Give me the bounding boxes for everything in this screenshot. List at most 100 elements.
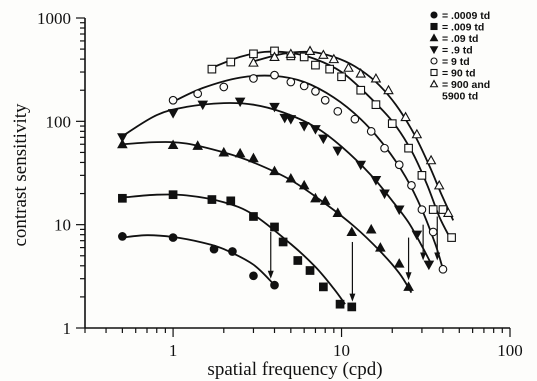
data-point <box>356 85 366 95</box>
data-point <box>411 230 423 241</box>
data-point <box>299 81 309 91</box>
fitted-curve <box>211 50 451 239</box>
legend-label: 5900 td <box>442 91 478 103</box>
data-point <box>298 122 310 132</box>
data-point <box>285 48 297 58</box>
legend-marker <box>430 11 438 19</box>
data-point <box>234 97 246 108</box>
data-point <box>320 95 330 105</box>
data-point <box>365 223 377 234</box>
data-point <box>403 281 414 291</box>
data-point <box>425 154 437 165</box>
data-point <box>118 193 127 203</box>
data-point <box>335 299 345 309</box>
data-point <box>310 192 321 203</box>
data-point <box>423 260 435 271</box>
y-tick-label: 1000 <box>37 9 71 28</box>
data-point <box>328 53 340 64</box>
data-point <box>337 72 346 82</box>
data-point <box>117 138 128 149</box>
data-point <box>249 271 258 281</box>
data-point <box>411 128 423 139</box>
data-point <box>332 146 344 157</box>
legend-marker <box>430 68 438 77</box>
data-point <box>168 190 178 200</box>
data-point <box>167 109 179 119</box>
y-tick-label: 1 <box>63 319 72 338</box>
data-point <box>319 195 331 205</box>
data-point <box>270 70 279 80</box>
data-point <box>207 195 217 204</box>
data-point <box>270 222 279 232</box>
legend-marker <box>429 33 439 42</box>
data-point <box>226 196 236 206</box>
data-point <box>346 226 358 237</box>
legend-marker <box>430 57 438 65</box>
data-point <box>438 205 448 214</box>
data-point <box>118 232 127 241</box>
data-point <box>350 114 360 124</box>
data-point <box>319 282 328 292</box>
x-tick-label: 1 <box>169 341 178 360</box>
data-point <box>387 119 397 128</box>
data-point <box>168 95 178 105</box>
y-tick-label: 100 <box>46 112 72 131</box>
data-point <box>248 57 259 67</box>
data-point <box>347 302 357 312</box>
data-point <box>318 49 329 59</box>
data-point <box>343 62 354 72</box>
axes: 1 10 100 1000 1 10 100 <box>37 9 523 360</box>
data-point <box>285 115 297 125</box>
x-axis-title: spatial frequency (cpd) <box>207 359 382 380</box>
data-point <box>305 266 315 275</box>
data-point <box>355 68 367 78</box>
data-point <box>318 134 329 145</box>
data-point <box>366 126 376 136</box>
fitted-curve <box>121 102 432 265</box>
data-point <box>428 205 438 214</box>
data-point <box>226 57 236 67</box>
data-point <box>333 106 343 116</box>
data-points <box>117 45 456 312</box>
data-point <box>269 51 280 61</box>
data-point <box>209 244 219 254</box>
data-point <box>270 280 279 290</box>
cutoff-arrow-head <box>405 272 412 281</box>
data-point <box>286 77 296 87</box>
data-point <box>304 45 316 55</box>
legend-marker <box>429 79 439 88</box>
cutoff-arrow-head <box>349 293 356 302</box>
data-point <box>447 233 456 242</box>
legend-label: = .009 td <box>442 22 484 34</box>
y-tick-label: 10 <box>54 216 71 235</box>
data-point <box>269 102 280 113</box>
data-point <box>234 147 246 158</box>
data-point <box>248 152 259 163</box>
data-point <box>249 74 258 83</box>
data-point <box>192 140 204 150</box>
data-point <box>428 227 438 237</box>
data-point <box>371 100 381 110</box>
data-point <box>325 64 335 74</box>
data-point <box>249 212 258 221</box>
data-point <box>407 181 416 190</box>
data-point <box>400 111 411 122</box>
data-point <box>218 146 230 157</box>
y-axis-title: contrast sensitivity <box>10 103 31 247</box>
data-point <box>168 233 178 242</box>
data-point <box>417 205 427 214</box>
data-point <box>193 89 203 99</box>
data-point <box>394 160 404 170</box>
data-point <box>370 176 382 186</box>
data-point <box>383 84 394 95</box>
x-tick-label: 100 <box>497 341 523 360</box>
data-point <box>380 143 389 153</box>
data-point <box>167 139 179 150</box>
data-point <box>355 160 367 171</box>
cutoff-arrow-head <box>434 252 441 261</box>
cutoff-arrow-head <box>420 252 427 261</box>
cutoff-arrow-head <box>267 270 274 279</box>
data-point <box>299 52 309 62</box>
data-point <box>249 49 258 59</box>
